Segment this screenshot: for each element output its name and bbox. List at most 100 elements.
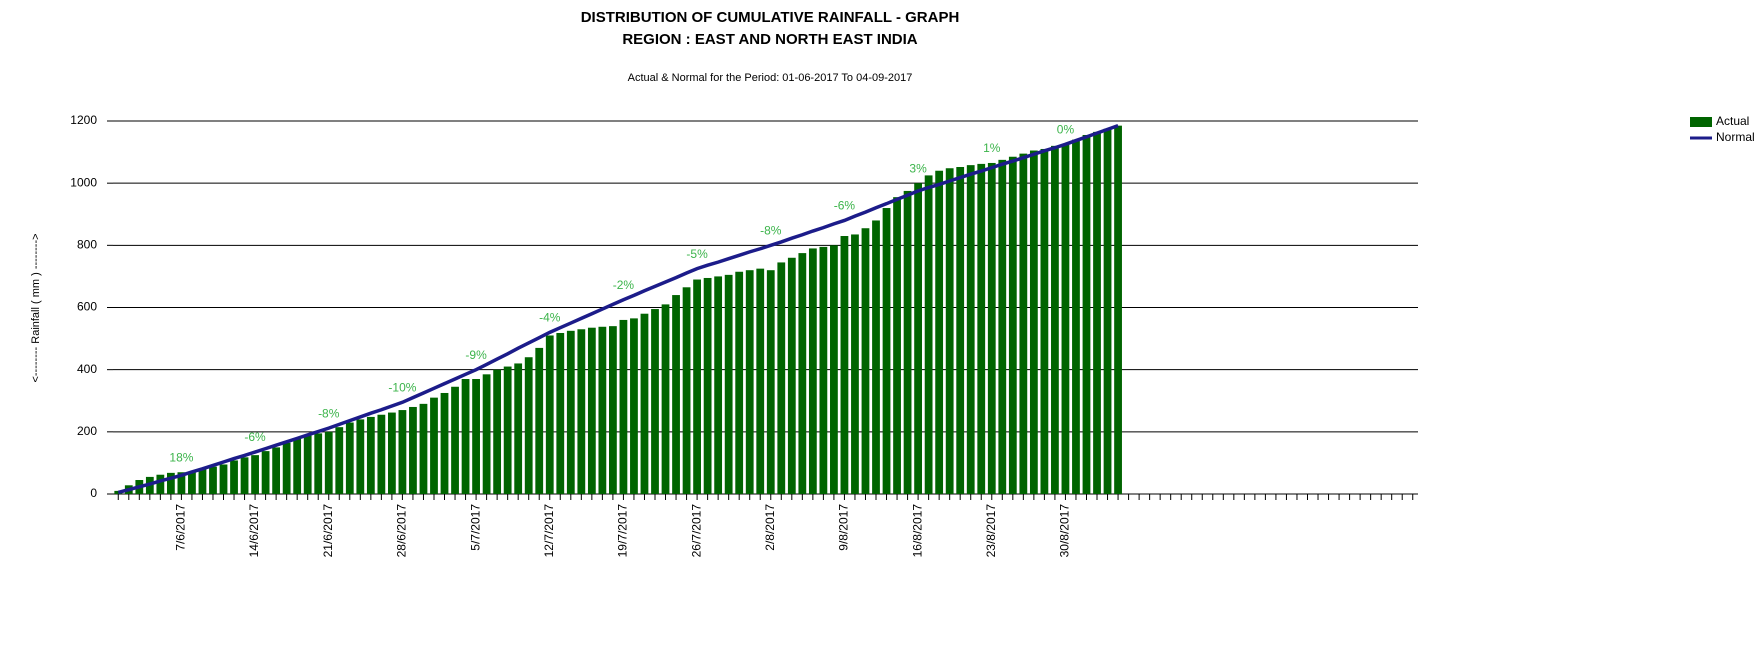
bar xyxy=(598,326,607,494)
bar xyxy=(672,295,680,494)
bar xyxy=(324,431,333,494)
bar xyxy=(493,369,502,494)
bar xyxy=(819,246,828,494)
bar xyxy=(872,220,880,494)
line xyxy=(117,124,1119,495)
bar xyxy=(861,228,870,495)
bar xyxy=(651,309,659,494)
bar xyxy=(724,274,733,494)
bar xyxy=(209,466,217,494)
bar xyxy=(398,410,407,494)
y-tick-label: 200 xyxy=(77,424,97,438)
bar xyxy=(766,270,775,494)
x-tick-label: 23/8/2017 xyxy=(984,504,998,558)
bar xyxy=(461,378,470,494)
annotation: -6% xyxy=(834,199,856,213)
bar xyxy=(230,460,238,494)
bar xyxy=(556,332,565,494)
bar xyxy=(335,427,344,494)
bar xyxy=(956,167,965,494)
bar xyxy=(566,330,575,494)
bar xyxy=(914,183,922,494)
annotation: -6% xyxy=(244,430,266,444)
bar xyxy=(714,276,723,494)
bar xyxy=(524,357,533,494)
y-axis-label: <-------- Rainfall ( mm ) --------> xyxy=(30,233,42,382)
annotation: -8% xyxy=(760,224,782,238)
y-tick-label: 400 xyxy=(77,362,97,376)
bar xyxy=(682,287,691,494)
x-tick-label: 30/8/2017 xyxy=(1058,504,1072,558)
x-tick-label: 19/7/2017 xyxy=(616,504,630,558)
y-tick-label: 1200 xyxy=(70,113,97,127)
bar xyxy=(251,455,259,494)
bar xyxy=(1114,125,1122,494)
bar xyxy=(482,374,491,494)
bar xyxy=(430,397,438,494)
bar xyxy=(903,190,912,494)
bar xyxy=(314,433,323,494)
bar xyxy=(630,318,638,494)
bar xyxy=(808,248,817,494)
bar xyxy=(924,175,933,495)
bar xyxy=(366,416,375,494)
y-tick-label: 0 xyxy=(90,486,97,500)
y-tick-label: 600 xyxy=(77,300,97,314)
bar xyxy=(535,347,544,494)
bar xyxy=(756,268,765,494)
bar xyxy=(1019,153,1028,494)
legend-label: Actual xyxy=(1716,114,1749,128)
bar xyxy=(356,419,365,494)
legend-label: Normal xyxy=(1716,130,1755,144)
bar xyxy=(503,366,512,494)
x-tick-label: 28/6/2017 xyxy=(395,504,409,558)
bar xyxy=(409,406,417,494)
x-tick-label: 21/6/2017 xyxy=(321,504,335,558)
bar xyxy=(935,170,944,494)
x-tick-label: 14/6/2017 xyxy=(247,504,261,558)
bar xyxy=(377,414,386,494)
bar xyxy=(1093,131,1101,495)
x-tick-label: 7/6/2017 xyxy=(174,504,188,551)
bar xyxy=(156,474,165,494)
bar xyxy=(282,442,291,494)
x-tick-label: 16/8/2017 xyxy=(910,504,924,558)
bar xyxy=(851,234,859,494)
bar xyxy=(1082,134,1091,495)
annotation: -2% xyxy=(613,278,635,292)
bar xyxy=(261,451,270,494)
bar xyxy=(735,271,744,494)
bar xyxy=(987,162,996,494)
bar xyxy=(777,262,786,494)
bar xyxy=(1051,145,1059,494)
bar xyxy=(787,257,796,494)
bar xyxy=(177,472,186,494)
bar xyxy=(219,464,228,494)
bar xyxy=(745,270,754,494)
annotation: 1% xyxy=(983,141,1001,155)
bar xyxy=(609,326,617,494)
annotation: -8% xyxy=(318,406,340,420)
bar xyxy=(240,457,249,494)
x-tick-label: 2/8/2017 xyxy=(763,504,777,551)
bar xyxy=(387,412,396,494)
annotation: -10% xyxy=(388,380,416,394)
bar xyxy=(945,168,954,494)
bar xyxy=(451,386,459,494)
annotation: -5% xyxy=(686,247,708,261)
bar xyxy=(1008,156,1017,494)
annotation: -9% xyxy=(465,348,487,362)
bar xyxy=(303,435,312,494)
bar xyxy=(188,471,196,494)
annotation: 0% xyxy=(1057,122,1075,136)
bar xyxy=(1040,148,1049,494)
bar xyxy=(293,438,302,494)
bar xyxy=(893,197,901,494)
chart-subtitle: REGION : EAST AND NORTH EAST INDIA xyxy=(622,31,917,48)
bar xyxy=(514,363,523,494)
bar xyxy=(1103,128,1112,495)
bar xyxy=(472,378,480,494)
bar xyxy=(882,208,891,495)
bar xyxy=(1061,144,1070,494)
